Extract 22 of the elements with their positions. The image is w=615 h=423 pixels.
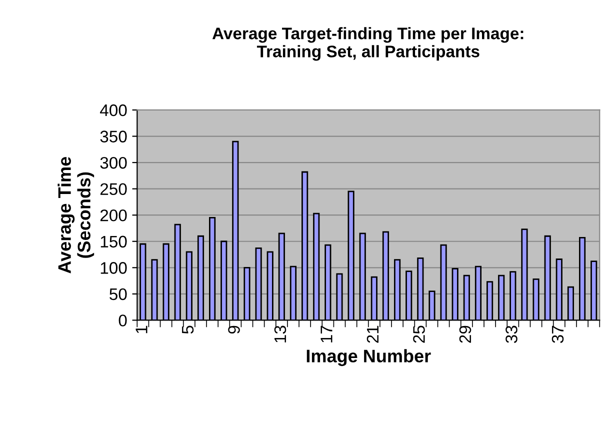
y-tick-label: 300: [100, 156, 127, 169]
x-tick-label: 1: [136, 326, 148, 334]
y-tick-label: 50: [110, 288, 127, 300]
y-tick-label: 350: [100, 130, 127, 142]
y-tick-label: 400: [100, 104, 127, 116]
x-tick-label: 25: [413, 326, 425, 343]
x-tick-label: 37: [552, 326, 564, 343]
y-tick-label: 0: [118, 314, 127, 326]
x-tick-label: 33: [506, 326, 518, 343]
x-tick-label: 17: [320, 326, 332, 342]
x-tick-label: 29: [459, 326, 472, 343]
y-tick-label: 100: [100, 262, 127, 274]
y-axis-title: Average Time (Seconds): [58, 156, 94, 274]
y-tick-label: 250: [100, 183, 127, 196]
x-tick-label: 9: [228, 326, 240, 334]
x-axis-title: Image Number: [306, 349, 431, 366]
chart-title: Average Target-finding Time per Image: Training Set, all Participants: [212, 27, 524, 61]
x-tick-label: 13: [274, 326, 286, 342]
x-tick-label: 21: [366, 326, 378, 343]
y-tick-label: 200: [100, 209, 127, 222]
x-tick-label: 5: [182, 326, 194, 334]
y-tick-label: 150: [100, 236, 127, 248]
